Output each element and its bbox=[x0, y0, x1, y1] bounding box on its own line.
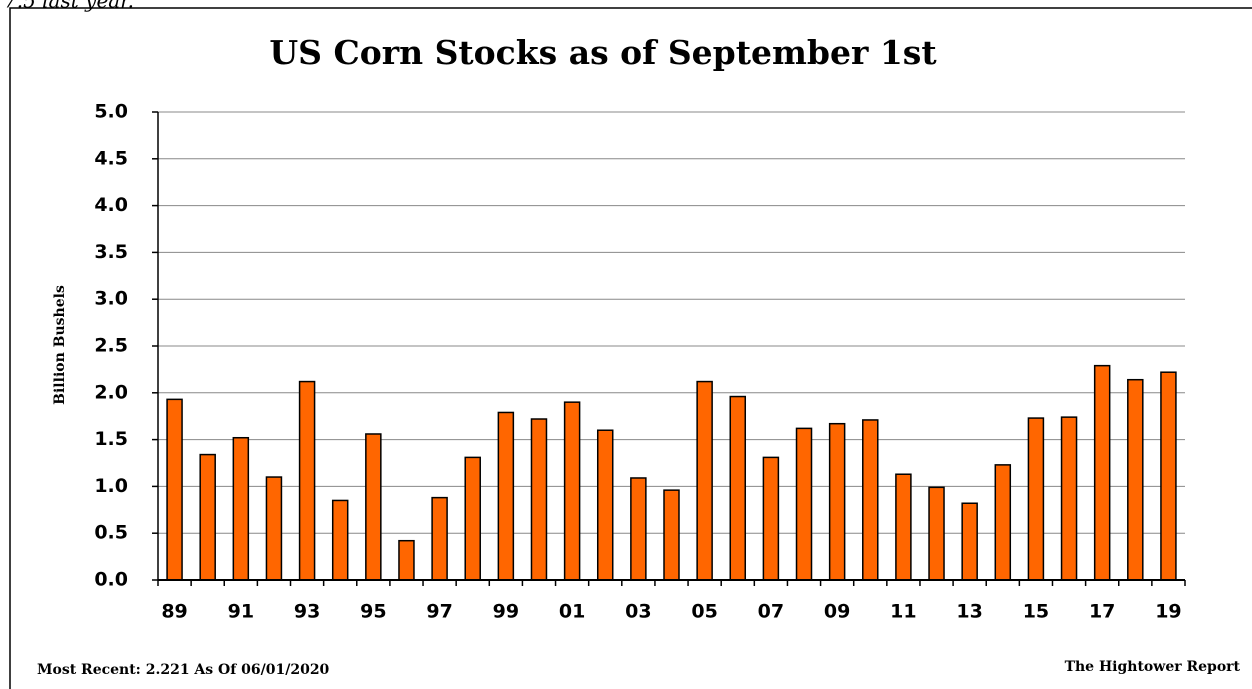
bar bbox=[398, 539, 415, 581]
footer-left: Most Recent: 2.221 As Of 06/01/2020 bbox=[37, 662, 330, 678]
y-tick-label: 3.5 bbox=[94, 241, 128, 263]
y-tick-label: 2.5 bbox=[94, 335, 128, 357]
x-tick-label: 19 bbox=[1155, 601, 1181, 623]
bar bbox=[1027, 417, 1045, 581]
x-tick-label: 93 bbox=[294, 601, 320, 623]
y-tick-label: 2.0 bbox=[94, 381, 128, 403]
bar bbox=[431, 496, 448, 581]
bar bbox=[1160, 371, 1177, 581]
bar bbox=[663, 489, 680, 581]
bar bbox=[497, 411, 515, 581]
y-tick-label: 4.5 bbox=[94, 147, 128, 169]
bar bbox=[1093, 364, 1111, 581]
bar bbox=[265, 476, 283, 581]
x-tick-label: 05 bbox=[691, 601, 717, 623]
x-tick-label: 97 bbox=[426, 601, 452, 623]
bar bbox=[696, 380, 713, 581]
bar bbox=[630, 477, 647, 581]
y-tick-label: 0.0 bbox=[94, 569, 128, 591]
x-tick-label: 89 bbox=[161, 601, 187, 623]
y-tick-label: 3.0 bbox=[94, 288, 128, 310]
bar bbox=[563, 401, 581, 581]
bar bbox=[762, 456, 780, 581]
y-axis-label: Billion Bushels bbox=[52, 285, 68, 405]
frame bbox=[9, 7, 1252, 689]
x-tick-label: 13 bbox=[956, 601, 982, 623]
bar bbox=[795, 427, 813, 581]
x-tick-label: 11 bbox=[890, 601, 916, 623]
bar bbox=[994, 464, 1012, 581]
y-tick-label: 1.5 bbox=[94, 428, 128, 450]
bar bbox=[365, 433, 382, 581]
bar bbox=[464, 456, 481, 581]
bar bbox=[232, 436, 250, 581]
bar bbox=[729, 395, 747, 581]
y-tick-label: 5.0 bbox=[94, 101, 128, 123]
y-tick-label: 0.5 bbox=[94, 522, 128, 544]
caption: 7.5 last year. bbox=[4, 0, 134, 13]
chart-title: US Corn Stocks as of September 1st bbox=[269, 33, 937, 72]
bar bbox=[961, 502, 978, 581]
bar bbox=[298, 380, 316, 581]
x-tick-label: 17 bbox=[1089, 601, 1115, 623]
bar bbox=[895, 473, 912, 581]
bar bbox=[530, 418, 548, 581]
bar bbox=[828, 422, 846, 581]
x-tick-label: 15 bbox=[1023, 601, 1049, 623]
bar bbox=[928, 486, 945, 581]
bar bbox=[1060, 416, 1078, 581]
bar bbox=[199, 453, 216, 581]
bar bbox=[596, 429, 614, 581]
bar bbox=[1127, 378, 1144, 581]
x-tick-label: 95 bbox=[360, 601, 386, 623]
bar bbox=[862, 419, 879, 581]
x-tick-label: 03 bbox=[625, 601, 651, 623]
footer-right: The Hightower Report bbox=[1065, 659, 1241, 675]
x-tick-label: 99 bbox=[493, 601, 519, 623]
y-tick-label: 1.0 bbox=[94, 475, 128, 497]
bar bbox=[166, 398, 183, 581]
x-tick-label: 07 bbox=[758, 601, 784, 623]
bar bbox=[331, 499, 349, 581]
y-tick-label: 4.0 bbox=[94, 194, 128, 216]
x-tick-label: 01 bbox=[559, 601, 585, 623]
x-tick-label: 91 bbox=[228, 601, 254, 623]
x-tick-label: 09 bbox=[824, 601, 850, 623]
